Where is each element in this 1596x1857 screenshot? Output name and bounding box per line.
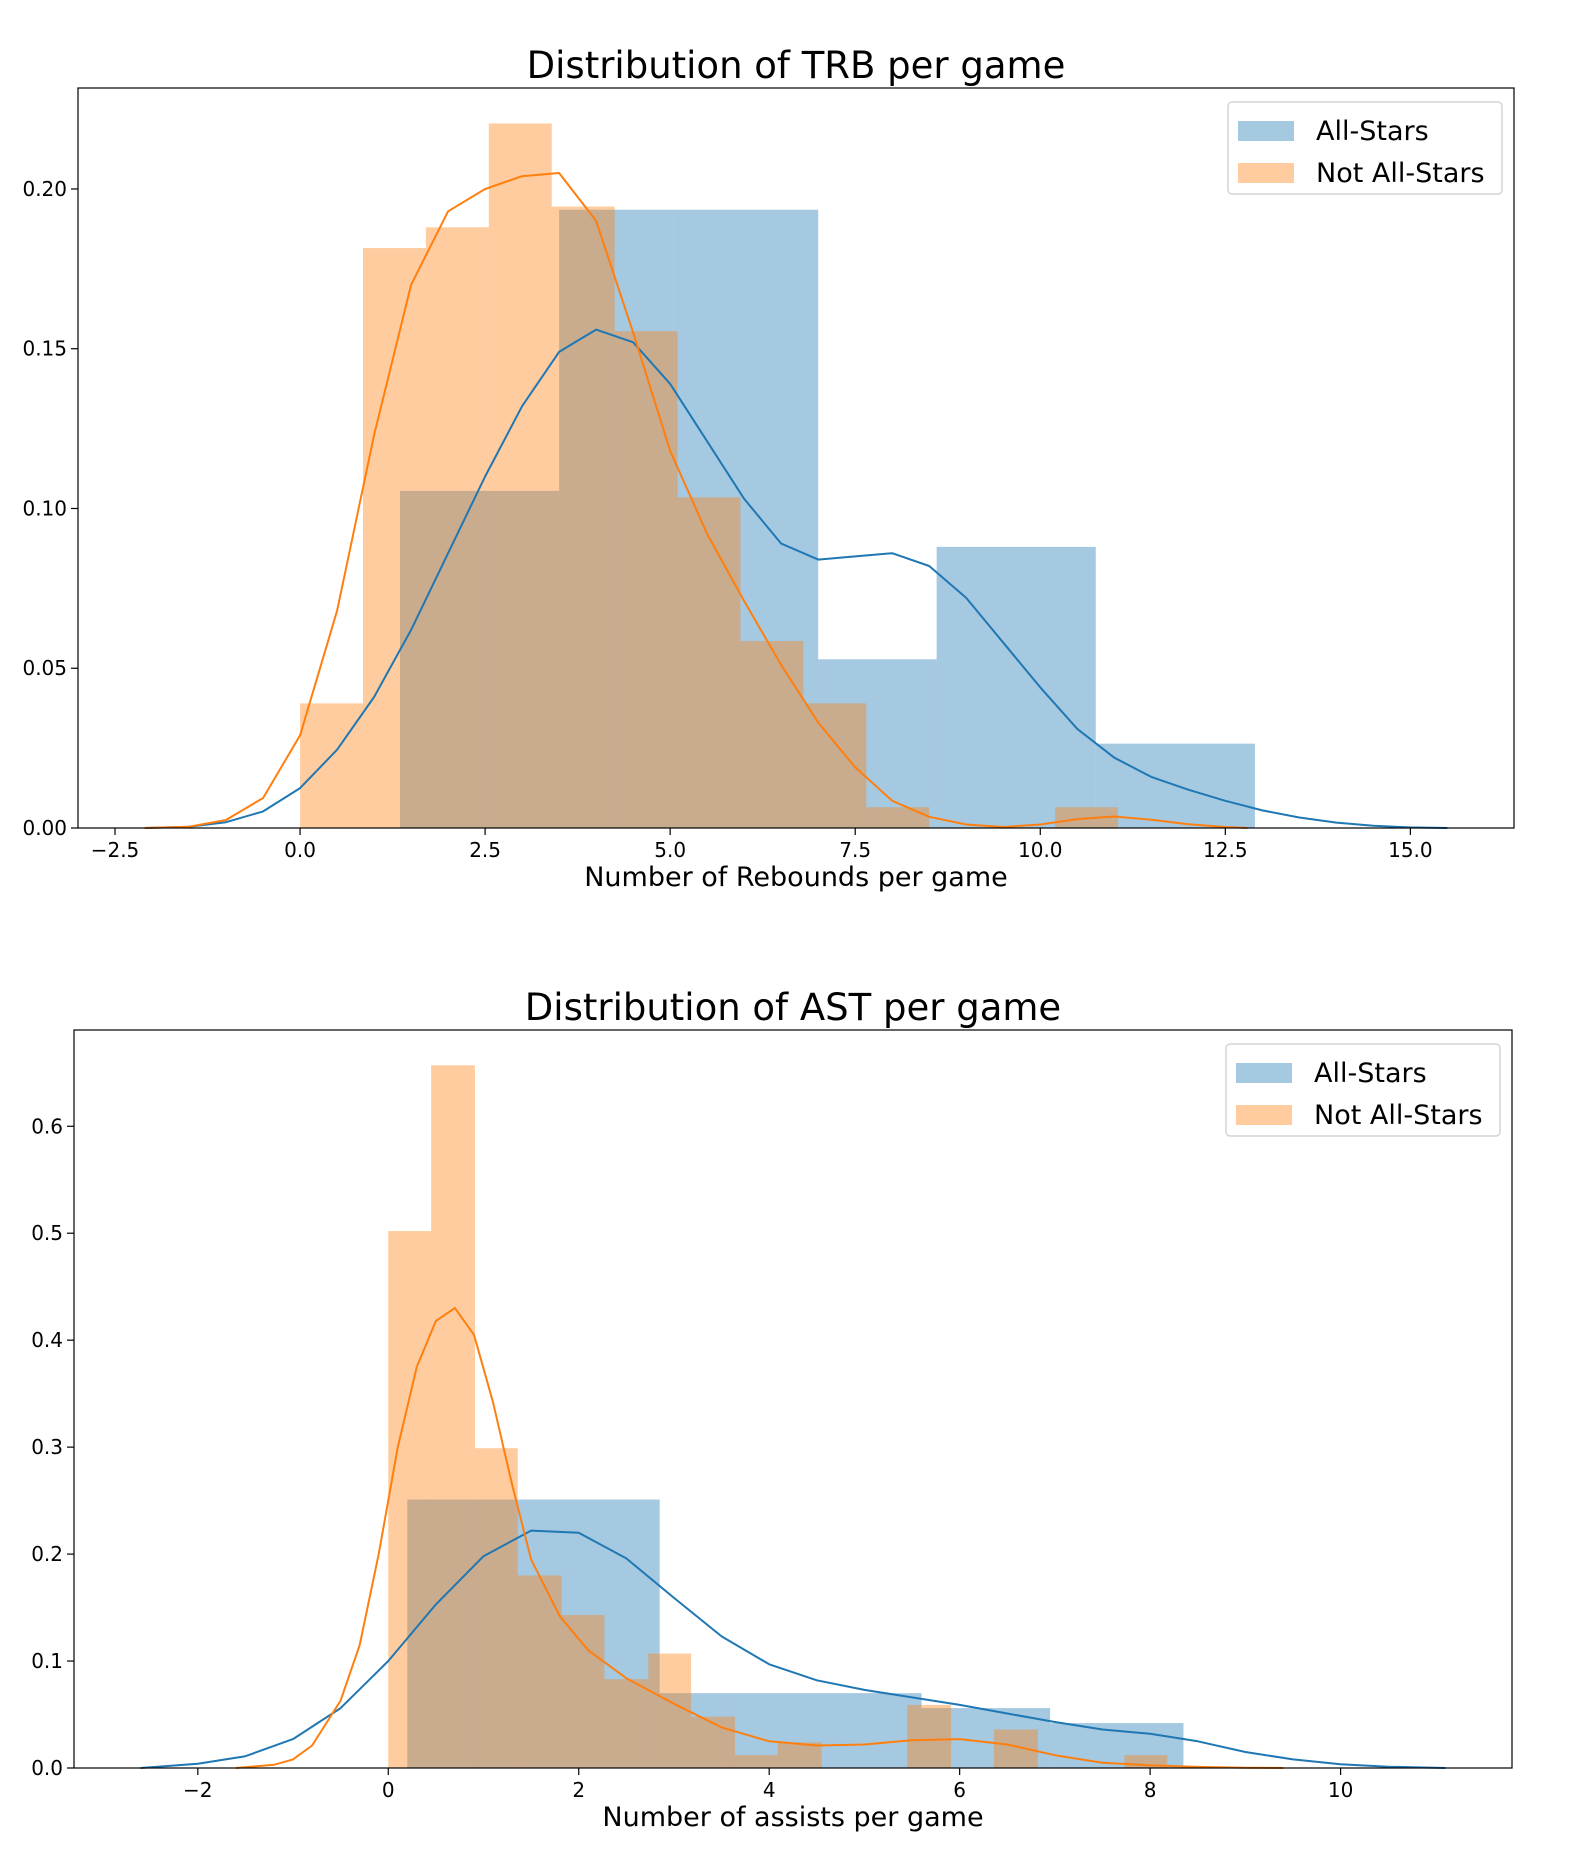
y-tick-label: 0.20: [22, 177, 67, 201]
legend: All-Stars Not All-Stars: [1225, 1043, 1501, 1137]
histogram-bar: [614, 331, 678, 828]
histogram-bar: [691, 1716, 735, 1768]
histogram-bar: [559, 209, 674, 829]
legend-label: All-Stars: [1316, 116, 1429, 147]
histogram-bar: [803, 703, 867, 828]
y-tick-label: 0.15: [22, 337, 67, 361]
legend-box: [1227, 101, 1503, 195]
x-tick-label: 10: [1328, 1778, 1353, 1802]
histogram-bar: [399, 490, 560, 828]
histogram-bar: [517, 1575, 562, 1768]
y-tick-label: 0.00: [22, 816, 67, 840]
kde-line-all_stars: [140, 1529, 1446, 1769]
histogram-bar: [648, 1653, 692, 1768]
histogram-bar: [740, 641, 804, 828]
kde-line-not_all_stars: [144, 172, 1248, 829]
histogram-bar: [907, 1704, 952, 1768]
legend-swatch-not_all_stars: [1236, 1105, 1292, 1125]
histogram-bar: [300, 703, 363, 828]
histogram-bar: [993, 1729, 1038, 1768]
x-tick-label: 15.0: [1388, 838, 1433, 862]
y-tick-label: 0.1: [31, 1649, 63, 1673]
x-tick-label: 5.0: [654, 838, 686, 862]
y-tick-label: 0.4: [31, 1328, 63, 1352]
histogram-bar: [677, 497, 741, 828]
x-tick-label: 8: [1144, 1778, 1157, 1802]
bars-not_all_stars: [300, 123, 1118, 829]
bars-all_stars: [399, 209, 1255, 829]
y-tick-label: 0.05: [22, 656, 67, 680]
histogram-bar: [551, 206, 615, 828]
x-tick-label: −2.5: [91, 838, 140, 862]
x-tick-label: 2: [572, 1778, 585, 1802]
y-tick-label: 0.10: [22, 496, 67, 520]
x-tick-label: 0.0: [284, 838, 316, 862]
histogram-bar: [561, 1615, 605, 1768]
y-tick-label: 0.0: [31, 1756, 63, 1780]
legend: All-Stars Not All-Stars: [1227, 101, 1503, 195]
x-tick-label: 12.5: [1203, 838, 1248, 862]
legend-swatch-all_stars: [1238, 121, 1294, 141]
legend-label: All-Stars: [1314, 1058, 1427, 1089]
legend-label: Not All-Stars: [1314, 1100, 1483, 1131]
x-tick-label: 7.5: [839, 838, 871, 862]
x-tick-label: 10.0: [1018, 838, 1063, 862]
histogram-bar: [726, 1693, 922, 1768]
chart-title: Distribution of TRB per game: [527, 44, 1066, 87]
histogram-bar: [516, 1499, 660, 1768]
x-axis-label: Number of Rebounds per game: [584, 862, 1008, 893]
y-tick-label: 0.5: [31, 1221, 63, 1245]
histogram-bar: [818, 659, 937, 828]
kde-line-all_stars: [144, 328, 1448, 829]
x-tick-label: 4: [763, 1778, 776, 1802]
x-tick-label: 6: [953, 1778, 966, 1802]
histogram-bar: [488, 123, 552, 829]
histogram-bar: [936, 546, 1096, 828]
histogram-bar: [388, 1231, 432, 1768]
histogram-bar: [362, 248, 426, 829]
x-tick-label: 0: [382, 1778, 395, 1802]
histogram-bar: [407, 1499, 517, 1768]
histogram-bar: [604, 1679, 649, 1768]
x-axis-label: Number of assists per game: [602, 1802, 983, 1833]
histogram-bar: [431, 1065, 475, 1768]
histogram-bar: [866, 807, 930, 828]
chart-title: Distribution of AST per game: [525, 986, 1061, 1029]
histogram-bar: [659, 1693, 727, 1768]
y-tick-label: 0.3: [31, 1435, 63, 1459]
histogram-bar: [734, 1755, 778, 1768]
plot-frame: [73, 1029, 1513, 1769]
y-tick-label: 0.2: [31, 1542, 63, 1566]
histogram-bar: [474, 1448, 518, 1768]
plot-frame: [77, 87, 1515, 829]
bars-not_all_stars: [388, 1065, 1168, 1768]
x-tick-label: 2.5: [469, 838, 501, 862]
legend-label: Not All-Stars: [1316, 158, 1485, 189]
y-tick-label: 0.6: [31, 1114, 63, 1138]
histogram-bar: [425, 227, 489, 829]
kde-line-not_all_stars: [235, 1307, 1284, 1769]
legend-swatch-all_stars: [1236, 1063, 1292, 1083]
histogram-bar: [777, 1742, 822, 1768]
x-tick-label: −2: [183, 1778, 212, 1802]
bars-all_stars: [407, 1499, 1184, 1768]
histogram-bar: [673, 209, 819, 829]
ast-chart: Distribution of AST per game −2 0 2 4 6 8 10 0.0…: [31, 986, 1513, 1833]
legend-swatch-not_all_stars: [1238, 163, 1294, 183]
legend-box: [1225, 1043, 1501, 1137]
trb-chart: Distribution of TRB per game −2.5 0.0 2.5 5.…: [22, 44, 1515, 893]
